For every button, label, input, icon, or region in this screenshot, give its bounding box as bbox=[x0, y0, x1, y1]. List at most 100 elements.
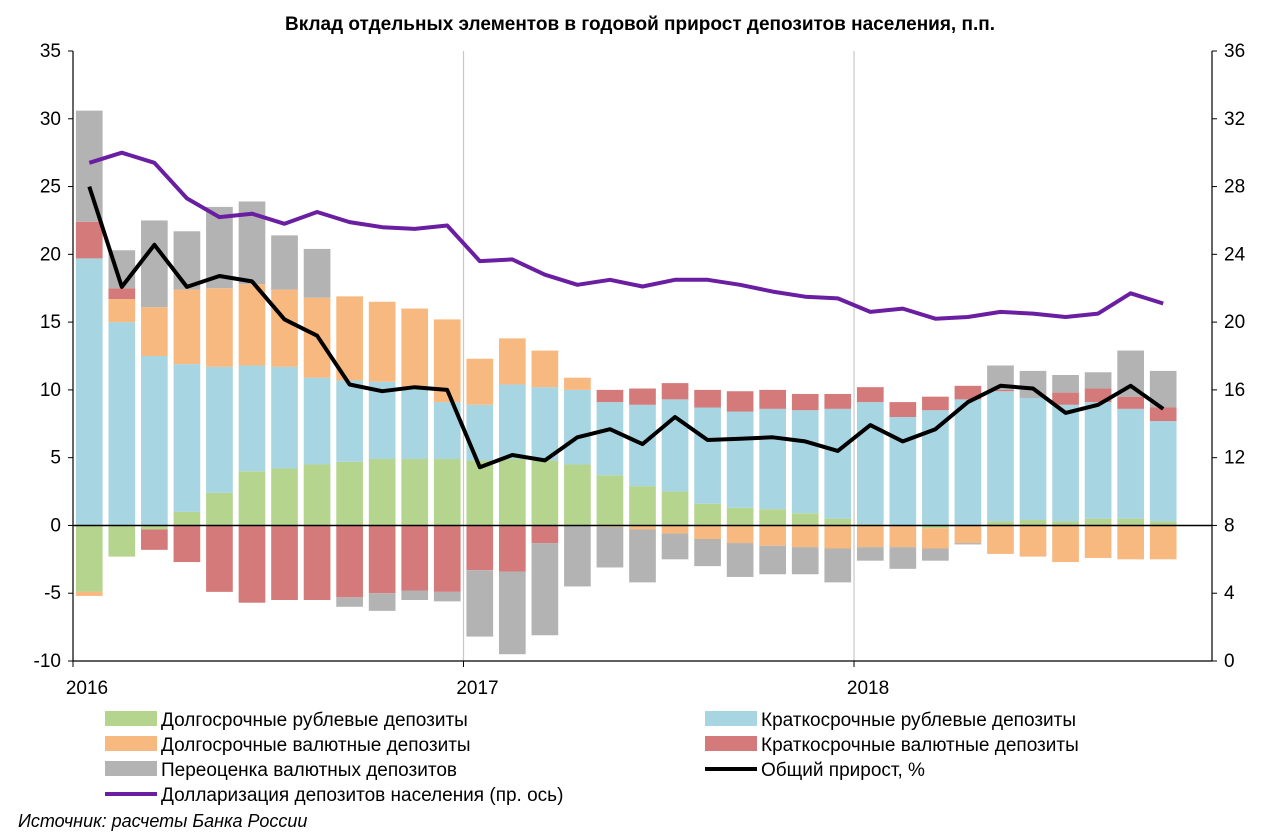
bar-segment bbox=[75, 525, 103, 592]
bar-segment bbox=[1084, 518, 1112, 526]
bar-segment bbox=[466, 525, 494, 571]
bar-segment bbox=[271, 289, 298, 367]
bar-segment bbox=[498, 525, 526, 572]
bar-segment bbox=[336, 597, 363, 607]
bar-segment bbox=[401, 459, 429, 526]
bar-segment bbox=[303, 525, 331, 600]
y-left-tick-label: -10 bbox=[34, 651, 61, 672]
bar-segment bbox=[661, 525, 689, 534]
bar-segment bbox=[564, 389, 591, 465]
bar-segment bbox=[726, 543, 754, 577]
bar-segment bbox=[141, 525, 168, 530]
bar-segment bbox=[466, 404, 494, 461]
bar-segment bbox=[922, 528, 949, 549]
bar-segment bbox=[401, 590, 429, 600]
bar-segment bbox=[531, 350, 559, 388]
bar-segment bbox=[694, 407, 721, 504]
bar-segment bbox=[336, 380, 363, 462]
bar-segment bbox=[531, 460, 559, 526]
legend-swatch bbox=[705, 736, 757, 751]
y-left-tick-label: 35 bbox=[40, 41, 61, 62]
bar-segment bbox=[238, 471, 266, 526]
legend-label: Переоценка валютных депозитов bbox=[161, 760, 457, 781]
bar-segment bbox=[466, 460, 494, 526]
bar-segment bbox=[1052, 392, 1079, 405]
bar-segment bbox=[206, 366, 233, 493]
bar-segment bbox=[791, 393, 819, 411]
bar-segment bbox=[596, 389, 624, 403]
bar-segment bbox=[1117, 408, 1144, 519]
bar-segment bbox=[759, 525, 787, 546]
bar-segment bbox=[1084, 525, 1112, 558]
y-right-tick-label: 4 bbox=[1224, 583, 1235, 604]
bar-segment bbox=[1117, 525, 1144, 560]
bar-segment bbox=[238, 284, 266, 366]
y-left-tick-label: 20 bbox=[40, 244, 61, 265]
axes: -10 -5 0 5 10 15 20 25 30 35 0 4 8 12 16 20 24 28 32 36 2016… bbox=[34, 41, 1246, 699]
bar-segment bbox=[954, 385, 982, 400]
lines bbox=[87, 150, 1165, 470]
bar-segment bbox=[564, 464, 591, 526]
bar-segment bbox=[726, 525, 754, 544]
bar-segment bbox=[856, 387, 884, 403]
bar-segment bbox=[336, 296, 363, 381]
bar-segment bbox=[238, 525, 266, 603]
bar-segment bbox=[271, 525, 298, 600]
bar-segment bbox=[141, 356, 168, 526]
bar-segment bbox=[336, 525, 363, 598]
bar-segment bbox=[661, 533, 689, 560]
bar-segment bbox=[141, 220, 168, 308]
bar-segment bbox=[922, 525, 949, 529]
bar-segment bbox=[726, 391, 754, 412]
bar-segment bbox=[303, 248, 331, 298]
bar-segment bbox=[108, 525, 136, 557]
line-series bbox=[87, 185, 1165, 470]
bar-segment bbox=[759, 389, 787, 409]
y-right-tick-label: 24 bbox=[1224, 244, 1246, 265]
bar-segment bbox=[1117, 396, 1144, 409]
bar-segment bbox=[466, 570, 494, 637]
bar-segment bbox=[1149, 525, 1177, 560]
x-tick-label: 2016 bbox=[66, 678, 108, 699]
bar-segment bbox=[173, 525, 201, 563]
bar-segment bbox=[824, 393, 852, 409]
bar-segment bbox=[629, 388, 656, 405]
bar-segment bbox=[141, 529, 168, 550]
legend-swatch bbox=[705, 711, 757, 726]
bar-segment bbox=[987, 521, 1014, 526]
bar-segment bbox=[368, 301, 396, 382]
bar-segment bbox=[596, 526, 624, 568]
y-right-tick-label: 12 bbox=[1224, 448, 1245, 469]
legend-label: Краткосрочные валютные депозиты bbox=[761, 735, 1079, 756]
line-series bbox=[88, 150, 1164, 321]
bar-segment bbox=[368, 459, 396, 526]
y-left-tick-label: -5 bbox=[44, 583, 61, 604]
bar-segment bbox=[271, 366, 298, 469]
bar-segment bbox=[1084, 402, 1112, 519]
bar-segment bbox=[271, 235, 298, 290]
bar-segment bbox=[791, 525, 819, 548]
bar-segment bbox=[759, 408, 787, 510]
bar-segment bbox=[368, 525, 396, 594]
source-note: Источник: расчеты Банка России bbox=[18, 811, 307, 831]
bar-segment bbox=[856, 402, 884, 525]
bars bbox=[75, 110, 1177, 655]
bar-segment bbox=[206, 525, 233, 592]
y-left-tick-label: 10 bbox=[40, 380, 61, 401]
y-left-tick-label: 30 bbox=[40, 109, 61, 130]
bar-segment bbox=[401, 308, 429, 388]
bar-segment bbox=[889, 417, 917, 526]
bar-segment bbox=[108, 299, 136, 323]
bar-segment bbox=[824, 548, 852, 583]
legend-label: Общий прирост, % bbox=[761, 760, 925, 781]
bar-segment bbox=[1149, 421, 1177, 522]
bar-segment bbox=[759, 545, 787, 575]
bar-segment bbox=[954, 525, 982, 544]
bar-segment bbox=[303, 464, 331, 526]
bar-segment bbox=[596, 475, 624, 526]
bar-segment bbox=[1052, 525, 1079, 563]
bar-segment bbox=[661, 399, 689, 492]
bar-segment bbox=[1149, 521, 1177, 526]
bar-segment bbox=[856, 525, 884, 548]
legend-swatch bbox=[105, 711, 157, 726]
